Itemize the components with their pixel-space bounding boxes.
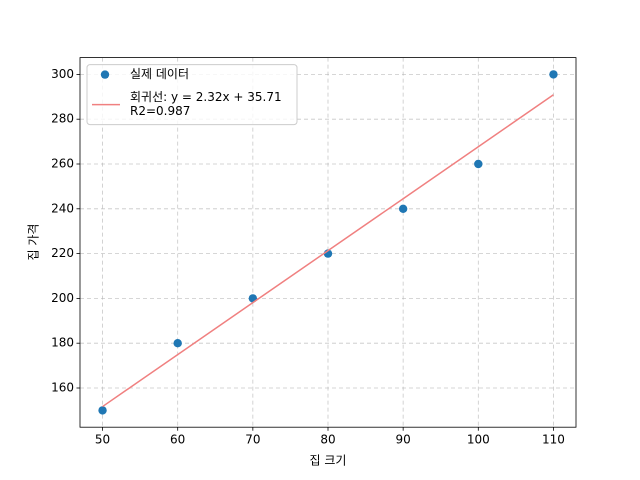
y-tick-label: 300 [51,67,74,81]
x-tick-label: 50 [95,433,110,447]
point [549,70,558,79]
legend-label: 회귀선: y = 2.32x + 35.71 R2=0.987 [130,89,282,118]
point [173,339,182,348]
x-tick-label: 110 [542,433,565,447]
y-tick-label: 280 [51,112,74,126]
y-tick-label: 240 [51,201,74,215]
legend-label: 실제 데이터 [130,66,190,81]
x-tick-label: 60 [170,433,185,447]
x-tick-label: 70 [245,433,260,447]
x-tick-label: 90 [396,433,411,447]
legend-marker [100,70,110,79]
x-tick-label: 80 [320,433,335,447]
y-tick-label: 260 [51,157,74,171]
y-tick-label: 180 [51,336,74,350]
regression-line [102,94,554,408]
y-tick-label: 220 [51,246,74,260]
point [98,406,107,415]
point [474,159,483,169]
legend-box [86,64,298,126]
axes-frame [79,57,577,428]
x-tick-label: 100 [467,433,490,447]
y-tick-label: 200 [51,291,74,305]
point [398,204,408,213]
y-axis-label: 집 가격 [27,224,41,261]
x-axis-label: 집 크기 [310,454,347,468]
y-tick-label: 160 [51,381,74,395]
